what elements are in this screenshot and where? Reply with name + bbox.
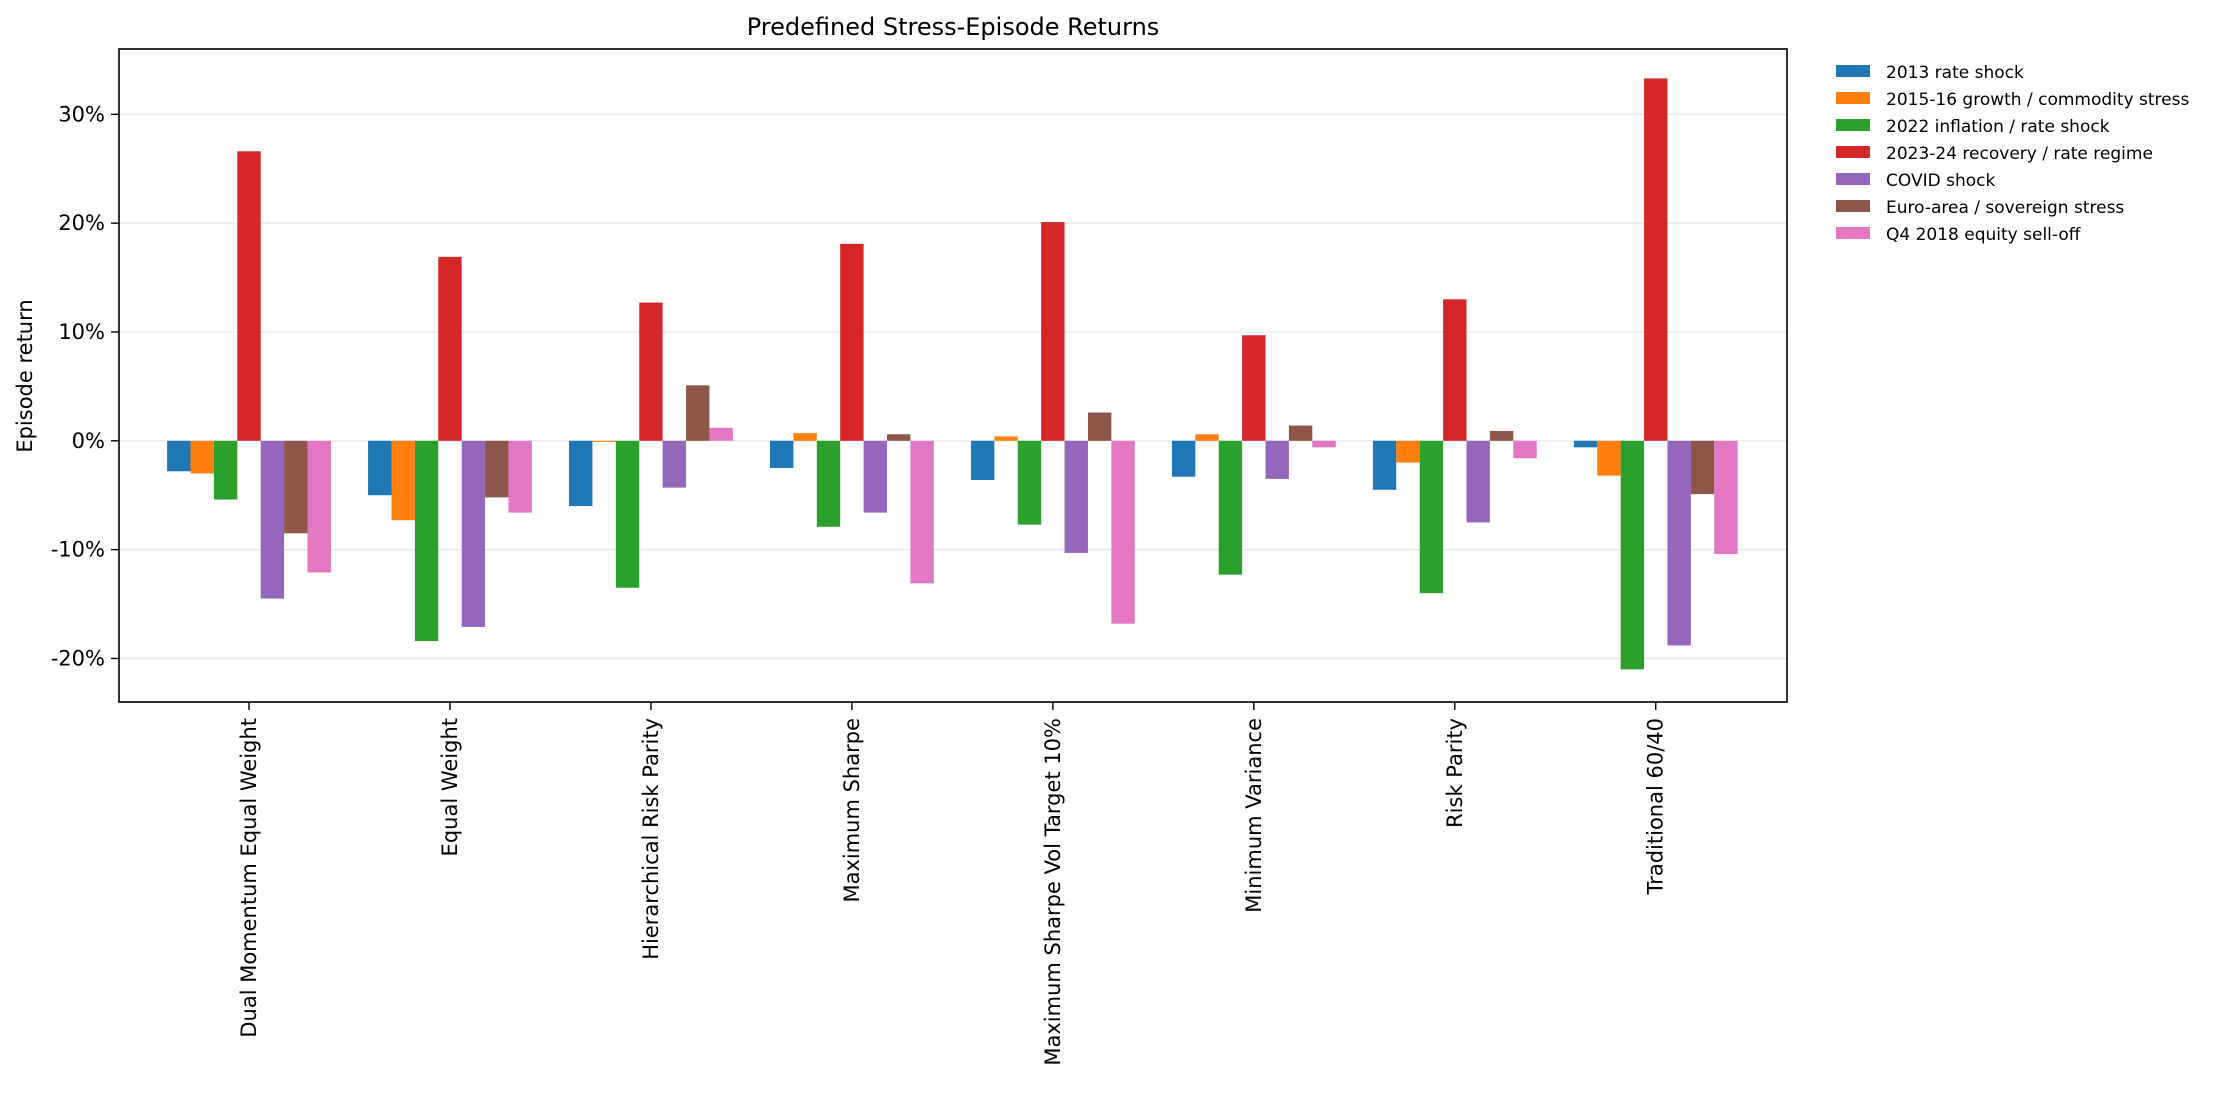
x-tick-label: Traditional 60/40 [1644, 718, 1668, 896]
bar-7-6 [1312, 440, 1336, 448]
bar-7-5 [1111, 440, 1135, 624]
bar-2-2 [391, 440, 415, 521]
legend-label: 2023-24 recovery / rate regime [1886, 144, 2153, 164]
bar-3-1 [213, 440, 238, 500]
bar-5-8 [1667, 440, 1691, 646]
bars [167, 78, 1738, 670]
bar-6-2 [485, 440, 509, 498]
y-axis-label: Episode return [13, 299, 37, 452]
bar-1-4 [769, 440, 794, 469]
bar-4-7 [1443, 299, 1467, 441]
legend-label: 2022 inflation / rate shock [1886, 117, 2110, 137]
bar-2-3 [592, 440, 616, 442]
bar-5-1 [260, 440, 285, 599]
bar-7-8 [1714, 440, 1738, 554]
y-tick-label: 10% [58, 320, 105, 344]
plot-frame [118, 48, 1788, 703]
legend-label: Euro-area / sovereign stress [1886, 198, 2124, 218]
legend-swatch [1836, 146, 1870, 158]
legend-swatch [1836, 200, 1870, 212]
legend-label: Q4 2018 equity sell-off [1886, 225, 2082, 245]
bar-5-5 [1064, 440, 1088, 553]
bar-3-7 [1419, 440, 1444, 594]
bar-3-3 [615, 440, 640, 588]
x-tick-label: Hierarchical Risk Parity [639, 718, 663, 960]
bar-5-3 [662, 440, 687, 488]
bar-2-4 [793, 433, 817, 441]
legend-label: COVID shock [1886, 171, 1995, 191]
bar-4-3 [639, 302, 663, 441]
bar-3-8 [1620, 440, 1645, 670]
bar-1-1 [167, 440, 191, 472]
legend-swatch [1836, 119, 1870, 131]
bar-5-7 [1466, 440, 1490, 523]
bar-6-3 [686, 385, 710, 441]
bar-7-2 [508, 440, 532, 513]
bar-7-4 [910, 440, 934, 584]
grid-lines [119, 113, 1787, 660]
bar-3-5 [1017, 440, 1042, 525]
bar-1-5 [970, 440, 995, 480]
bar-6-8 [1690, 440, 1715, 495]
bar-6-5 [1087, 412, 1112, 441]
chart-title: Predefined Stress-Episode Returns [747, 13, 1160, 41]
x-tick-label: Equal Weight [438, 718, 462, 856]
bar-4-5 [1041, 222, 1065, 441]
x-tick-label: Maximum Sharpe Vol Target 10% [1041, 718, 1065, 1066]
x-tick-label: Minimum Variance [1242, 718, 1266, 913]
bar-2-1 [190, 440, 214, 474]
bar-2-6 [1195, 434, 1219, 441]
bar-6-4 [886, 434, 911, 441]
y-tick-label: -20% [51, 646, 105, 670]
bar-7-3 [709, 427, 733, 441]
y-axis: -20% -10% 0% 10% 20% 30% [51, 102, 119, 670]
bar-1-3 [569, 440, 593, 507]
bar-7-1 [307, 440, 331, 573]
bar-1-7 [1372, 440, 1397, 490]
bar-3-4 [816, 440, 841, 527]
legend-swatch [1836, 92, 1870, 104]
bar-2-7 [1396, 440, 1420, 463]
y-tick-label: -10% [51, 538, 105, 562]
legend-label: 2015-16 growth / commodity stress [1886, 90, 2189, 110]
bar-3-2 [414, 440, 439, 642]
bar-3-6 [1218, 440, 1243, 575]
bar-4-2 [438, 256, 462, 441]
bar-2-8 [1597, 440, 1621, 476]
legend-swatch [1836, 227, 1870, 239]
bar-5-4 [863, 440, 887, 513]
bar-6-7 [1489, 431, 1514, 441]
x-tick-label: Dual Momentum Equal Weight [237, 718, 261, 1038]
bar-4-6 [1242, 335, 1266, 441]
bar-5-2 [461, 440, 486, 627]
legend: 2013 rate shock 2015-16 growth / commodit… [1836, 63, 2189, 245]
bar-4-8 [1644, 78, 1668, 441]
bar-4-1 [237, 151, 261, 441]
y-tick-label: 0% [72, 429, 105, 453]
bar-4-4 [840, 243, 864, 441]
x-tick-label: Maximum Sharpe [840, 718, 864, 903]
y-tick-label: 30% [58, 102, 105, 126]
bar-1-8 [1573, 440, 1598, 448]
legend-label: 2013 rate shock [1886, 63, 2024, 83]
bar-1-2 [368, 440, 392, 496]
bar-2-5 [994, 436, 1018, 441]
bar-6-1 [284, 440, 308, 534]
bar-1-6 [1171, 440, 1196, 477]
legend-swatch [1836, 173, 1870, 185]
bar-7-7 [1513, 440, 1537, 459]
y-tick-label: 20% [58, 211, 105, 235]
bar-6-6 [1288, 425, 1313, 441]
x-tick-label: Risk Parity [1443, 718, 1467, 828]
x-axis: Dual Momentum Equal Weight Equal Weight Hi… [237, 702, 1668, 1066]
bar-5-6 [1265, 440, 1289, 479]
legend-swatch [1836, 65, 1870, 77]
